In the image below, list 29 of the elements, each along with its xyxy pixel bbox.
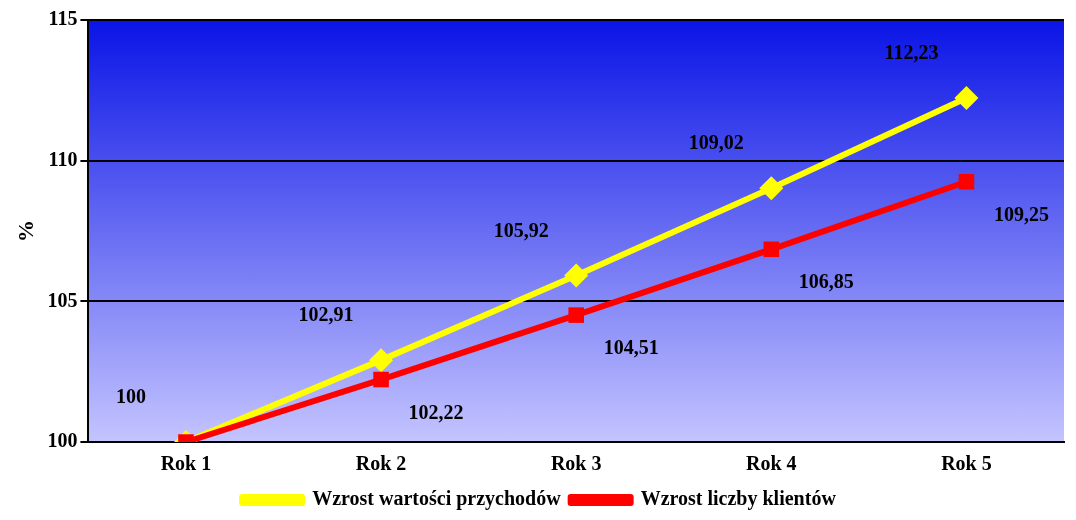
data-label: 102,22 <box>408 400 464 423</box>
point <box>958 173 975 190</box>
data-label: 109,02 <box>688 131 744 154</box>
point <box>373 371 389 388</box>
x-tick-label: Rok 4 <box>746 452 797 475</box>
y-tick-label: 110 <box>48 147 78 170</box>
y-tick-label: 115 <box>48 7 78 30</box>
legend-label: Wzrost liczby klientów <box>640 487 837 511</box>
data-label: 112,23 <box>884 41 939 64</box>
legend-label: Wzrost wartości przychodów <box>312 487 562 511</box>
x-tick-label: Rok 1 <box>160 452 212 475</box>
x-tick-label: Rok 5 <box>941 452 992 475</box>
data-label: 100 <box>115 385 146 408</box>
y-tick-label: 105 <box>47 288 78 311</box>
point <box>759 176 784 201</box>
data-label: 106,85 <box>798 270 854 293</box>
data-label: 109,25 <box>993 202 1049 225</box>
y-tick-label: 100 <box>47 429 78 452</box>
point <box>564 263 589 288</box>
point <box>369 348 394 373</box>
y-axis-title: % <box>12 220 38 242</box>
data-label: 102,91 <box>298 303 354 326</box>
data-label: 104,51 <box>603 336 659 359</box>
point <box>568 307 584 323</box>
x-tick-label: Rok 3 <box>550 452 602 475</box>
x-tick-label: Rok 2 <box>355 452 407 475</box>
data-label: 105,92 <box>493 218 549 241</box>
point <box>954 85 979 110</box>
point <box>763 241 780 258</box>
